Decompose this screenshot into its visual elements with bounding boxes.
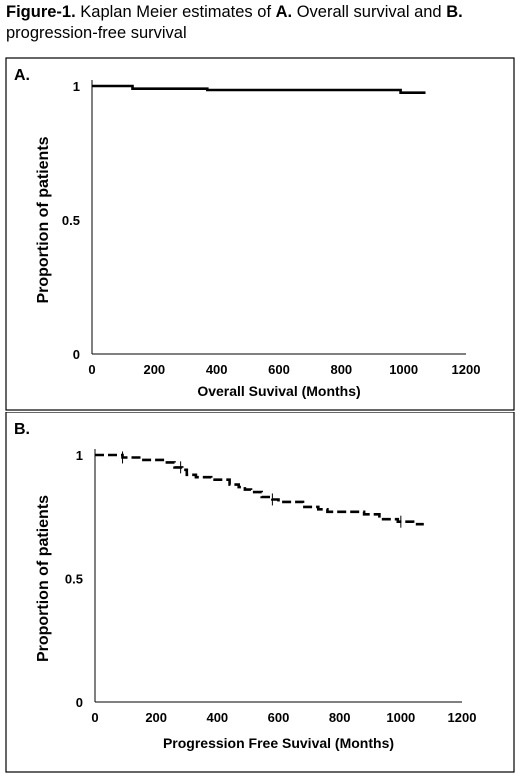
title-text-1: Kaplan Meier estimates of [75,3,276,21]
x-tick-label: 1000 [389,362,418,377]
y-tick-label: 0.5 [65,572,83,587]
x-tick-label: 400 [206,710,228,725]
x-tick-label: 1000 [386,710,415,725]
x-tick-label: 200 [145,710,167,725]
y-axis-title: Proportion of patients [35,136,52,303]
x-tick-label: 200 [143,362,165,377]
x-tick-label: 0 [91,710,98,725]
panel-b-label: B. [14,421,30,438]
x-axis-title: Overall Suvival (Months) [197,383,360,399]
survival-curve-0 [95,453,424,526]
y-axis-title: Proportion of patients [35,495,52,662]
x-axis-title: Progression Free Suvival (Months) [163,735,394,751]
y-tick-label: 0 [76,695,83,710]
title-b-bold: B. [446,3,463,21]
y-tick-label: 0 [73,347,80,362]
panel-b-plot: 0 200 400 600 800 1000 1200 0 0.5 1 Progression Fr… [35,448,476,751]
panel-a-chart: A. 0 200 400 600 800 1000 1200 0 0.5 1 Overall Suv… [5,57,515,411]
title-text-2: Overall survival and [292,3,447,21]
x-tick-label: 1200 [448,710,477,725]
y-tick-label: 0.5 [62,213,80,228]
panel-b-chart: B. 0 200 400 600 800 1000 1200 0 0.5 1 Progression… [5,412,515,773]
x-tick-label: 1200 [452,362,481,377]
panel-a-plot: 0 200 400 600 800 1000 1200 0 0.5 1 Overall Suviva… [35,79,480,399]
survival-curve-0 [92,84,426,95]
y-tick-label: 1 [76,448,83,463]
panel-a-label: A. [14,67,30,84]
x-tick-label: 600 [268,362,290,377]
x-tick-label: 400 [206,362,228,377]
title-text-3: progression-free survival [6,24,187,42]
x-tick-label: 600 [268,710,290,725]
panel-a-border [5,57,515,411]
x-tick-label: 800 [330,362,352,377]
title-a-bold: A. [275,3,293,21]
figure-title: Figure-1. Kaplan Meier estimates of A. O… [6,2,516,44]
figure-label: Figure-1. [6,3,76,21]
panel-b-border [5,412,515,773]
x-tick-label: 0 [88,362,95,377]
x-tick-label: 800 [329,710,351,725]
y-tick-label: 1 [73,79,80,94]
